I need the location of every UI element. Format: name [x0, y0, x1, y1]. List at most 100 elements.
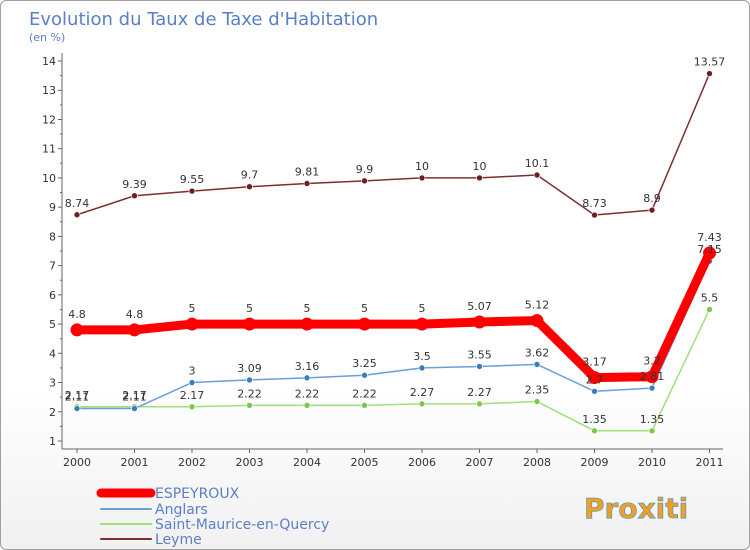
data-label: 8.9	[643, 192, 661, 205]
data-label: 3.25	[352, 357, 377, 370]
data-point	[648, 427, 656, 435]
data-point	[418, 400, 426, 408]
data-point	[706, 70, 713, 77]
data-point	[476, 400, 483, 408]
data-point	[530, 314, 544, 328]
data-label: 9.55	[180, 173, 205, 186]
data-point	[533, 361, 541, 368]
data-label: 9.7	[241, 169, 259, 182]
x-tick-label: 2007	[466, 456, 494, 469]
series-line-leyme	[76, 72, 711, 216]
data-label: 3	[189, 365, 196, 378]
y-tick-label: 14	[42, 55, 56, 68]
data-point	[70, 323, 84, 337]
data-point	[476, 174, 483, 182]
data-point	[185, 317, 199, 331]
data-point	[361, 402, 368, 409]
data-label: 3.5	[413, 350, 431, 363]
data-point	[131, 192, 138, 200]
data-label: 5	[246, 302, 253, 315]
y-tick-label: 9	[49, 201, 56, 214]
data-point	[303, 374, 311, 382]
chart-subtitle: (en %)	[29, 31, 65, 44]
data-point	[131, 405, 138, 412]
data-point	[303, 180, 311, 187]
data-label: 8.73	[582, 197, 607, 210]
series-line-anglars	[76, 260, 711, 410]
y-tick-label: 8	[49, 230, 56, 243]
data-label: 2.27	[467, 386, 492, 399]
x-tick-label: 2004	[293, 456, 321, 469]
data-point	[418, 174, 426, 182]
x-tick-label: 2011	[696, 456, 724, 469]
data-point	[246, 376, 253, 384]
legend: ESPEYROUXAnglarsSaint-Maurice-en-QuercyL…	[96, 486, 329, 548]
data-label: 7.43	[697, 231, 722, 244]
proxiti-logo: Proxiti	[584, 492, 689, 526]
y-tick-label: 7	[49, 260, 56, 273]
data-label: 2.35	[525, 384, 550, 397]
data-label: 1.35	[582, 413, 607, 426]
data-point	[303, 402, 311, 409]
x-tick-label: 2009	[581, 456, 609, 469]
data-label: 4.8	[126, 308, 144, 321]
data-label: 5.07	[467, 300, 492, 313]
data-point	[246, 183, 253, 190]
data-label: 7.15	[697, 243, 722, 256]
data-point	[188, 403, 196, 411]
data-point	[648, 206, 656, 214]
data-label: 4.8	[68, 308, 86, 321]
data-point	[645, 370, 659, 384]
data-label: 3.55	[467, 348, 492, 361]
data-point	[246, 402, 253, 409]
data-label: 2.22	[295, 387, 320, 400]
x-tick-label: 2003	[236, 456, 264, 469]
data-label: 8.74	[65, 197, 90, 210]
data-label: 2.11	[65, 391, 90, 404]
data-point	[533, 171, 541, 179]
y-tick-label: 11	[42, 143, 56, 156]
data-point	[243, 317, 256, 331]
data-label: 9.81	[295, 165, 320, 178]
data-label: 2.22	[352, 387, 377, 400]
data-label: 2.17	[122, 389, 147, 402]
data-label: 13.57	[694, 56, 726, 69]
series-layer	[70, 70, 716, 435]
data-point	[358, 317, 371, 331]
data-label: 10	[415, 160, 429, 173]
data-label: 2.17	[180, 389, 205, 402]
data-point	[648, 384, 656, 392]
data-point	[128, 323, 141, 337]
data-point	[476, 363, 483, 370]
data-label: 2.17	[65, 389, 90, 402]
y-tick-label: 1	[49, 435, 56, 448]
x-tick-label: 2010	[638, 456, 666, 469]
legend-label: Leyme	[155, 532, 202, 548]
data-point	[361, 177, 368, 185]
data-label: 5	[419, 302, 426, 315]
data-label: 3.17	[582, 356, 607, 369]
data-label: 2.7	[586, 373, 604, 386]
x-tick-label: 2006	[408, 456, 436, 469]
y-tick-label: 6	[49, 289, 56, 302]
y-tick-label: 10	[42, 172, 56, 185]
y-tick-label: 5	[49, 318, 56, 331]
y-tick-label: 4	[49, 347, 56, 360]
data-point	[588, 371, 601, 385]
data-label: 3.16	[295, 360, 320, 373]
data-point	[591, 427, 598, 435]
data-label: 1.35	[640, 413, 665, 426]
series-line-saint-maurice-en-quercy	[76, 308, 711, 432]
y-tick-label: 2	[49, 406, 56, 419]
x-tick-label: 2001	[121, 456, 149, 469]
data-point	[188, 379, 196, 386]
y-tick-label: 13	[42, 84, 56, 97]
y-tick-label: 3	[49, 377, 56, 390]
logo-text: Proxiti	[584, 492, 688, 525]
data-label: 3.2	[643, 355, 661, 368]
legend-label: ESPEYROUX	[155, 486, 240, 502]
data-point	[188, 187, 196, 195]
